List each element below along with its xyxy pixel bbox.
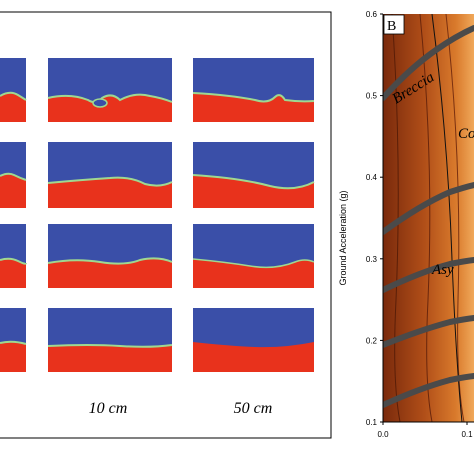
column-label-50cm: 50 cm (234, 400, 273, 417)
panel-letter: B (387, 19, 396, 34)
snapshot-r2-c3 (192, 142, 315, 208)
y-axis-title: Ground Acceleration (g) (338, 190, 348, 285)
column-label-10cm: 10 cm (89, 400, 128, 417)
boundary-curve-5 (383, 373, 474, 408)
x-ticks: 0.0 0.1 (377, 422, 473, 439)
boundary-curve-3 (383, 257, 474, 293)
snapshot-r3-c2 (47, 224, 173, 288)
snapshot-r3-c3 (192, 224, 315, 288)
snapshot-r4-c2 (47, 308, 173, 372)
y-ticks: 0.1 0.2 0.3 0.4 0.5 0.6 (366, 10, 383, 427)
regime-label-co: Co (458, 126, 474, 142)
snapshot-r4-c3 (193, 308, 314, 372)
y-tick-label: 0.3 (366, 255, 378, 264)
snapshot-r1-c3 (192, 58, 315, 122)
snapshot-r2-c1 (0, 142, 27, 208)
y-tick-label: 0.6 (366, 10, 378, 19)
y-tick-label: 0.2 (366, 336, 378, 345)
snapshot-row-4 (0, 308, 314, 372)
panel-letter-box (383, 14, 405, 35)
snapshot-r1-c1 (0, 58, 27, 122)
y-tick-label: 0.4 (366, 173, 378, 182)
boundary-curve-1 (383, 25, 474, 101)
contour-line-1 (391, 14, 401, 422)
boundary-curve-4 (383, 315, 474, 348)
snapshot-r2-c2 (47, 142, 173, 208)
snapshot-r1-c2 (47, 58, 173, 122)
contour-line-3 (445, 14, 465, 422)
snapshot-r4-c1 (0, 308, 27, 372)
simulation-panel: 10 cm 50 cm (0, 11, 332, 439)
regime-boundaries (383, 25, 474, 408)
snapshot-row-1 (0, 58, 315, 122)
contour-line-4 (431, 14, 463, 422)
snapshot-r3-c1 (0, 224, 27, 288)
regime-label-asy: Asy (431, 262, 454, 278)
snapshot-row-2 (0, 142, 315, 208)
snapshot-row-3 (0, 224, 315, 288)
x-tick-label: 0.0 (377, 430, 389, 439)
boundary-curve-2 (383, 182, 474, 235)
x-tick-label: 0.1 (461, 430, 473, 439)
regime-diagram: Breccia Co Asy B 0.10.20.30.40.50.6 0.0 0… (338, 10, 474, 439)
y-tick-label: 0.5 (366, 92, 378, 101)
y-tick-label: 0.1 (366, 418, 378, 427)
